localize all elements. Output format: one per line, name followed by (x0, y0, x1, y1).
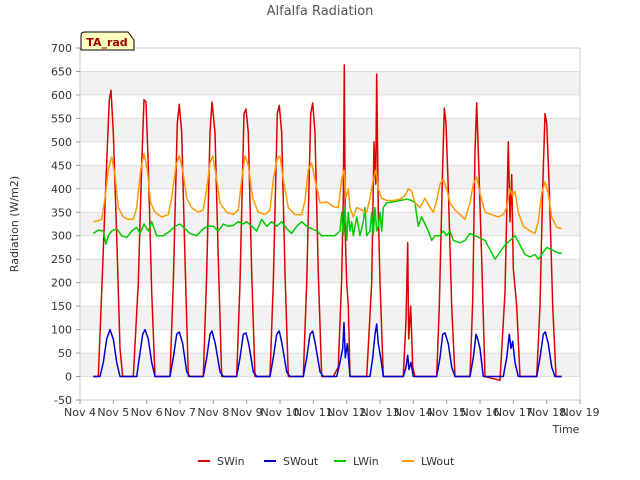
badge-label: TA_rad (86, 36, 127, 49)
x-tick-label: Nov 17 (494, 406, 533, 419)
legend-label-lwin: LWin (353, 455, 379, 468)
x-tick-label: Nov 6 (131, 406, 163, 419)
ta-rad-badge: TA_rad (80, 31, 135, 51)
y-axis: -50 0 50 100 150 200 250 300 350 400 450 500 550 600 6… (51, 42, 80, 407)
y-tick-label: 500 (51, 136, 72, 149)
y-tick-label: 250 (51, 253, 72, 266)
y-tick-label: 200 (51, 277, 72, 290)
y-tick-label: 400 (51, 183, 72, 196)
y-axis-label: Radiation (W/m2) (8, 176, 21, 272)
y-tick-label: 450 (51, 159, 72, 172)
plot-band (80, 306, 580, 330)
series-line-lwout (93, 152, 562, 235)
plot-band (80, 259, 580, 283)
y-tick-label: 600 (51, 89, 72, 102)
x-tick-label: Nov 11 (294, 406, 333, 419)
series-line-swout (93, 321, 562, 378)
series-lines (92, 64, 562, 382)
x-tick-label: Nov 13 (361, 406, 400, 419)
x-axis-label: Time (552, 423, 580, 436)
y-tick-label: 50 (58, 347, 72, 360)
legend-label-lwout: LWout (421, 455, 455, 468)
x-tick-label: Nov 4 (64, 406, 96, 419)
plot-band (80, 118, 580, 142)
x-tick-label: Nov 10 (261, 406, 300, 419)
series-line-lwin (92, 198, 562, 260)
y-tick-label: -50 (54, 394, 72, 407)
y-tick-label: 300 (51, 230, 72, 243)
x-tick-label: Nov 7 (164, 406, 196, 419)
y-tick-label: 150 (51, 300, 72, 313)
plot-band (80, 71, 580, 95)
plot-frame (79, 47, 581, 401)
y-tick-label: 350 (51, 206, 72, 219)
legend: SWin SWout LWin LWout (198, 455, 455, 468)
y-tick-label: 0 (65, 371, 72, 384)
legend-label-swout: SWout (283, 455, 319, 468)
x-tick-label: Nov 18 (527, 406, 566, 419)
x-tick-label: Nov 15 (427, 406, 466, 419)
y-tick-label: 550 (51, 112, 72, 125)
y-tick-label: 650 (51, 65, 72, 78)
x-tick-label: Nov 5 (97, 406, 129, 419)
x-tick-label: Nov 8 (197, 406, 229, 419)
x-tick-label: Nov 12 (327, 406, 366, 419)
x-tick-label: Nov 19 (561, 406, 600, 419)
plot-band (80, 212, 580, 236)
badge-shape (80, 31, 135, 51)
y-tick-label: 700 (51, 42, 72, 55)
x-tick-label: Nov 14 (394, 406, 433, 419)
plot-band (80, 165, 580, 189)
x-tick-label: Nov 16 (461, 406, 500, 419)
legend-label-swin: SWin (217, 455, 245, 468)
x-tick-label: Nov 9 (231, 406, 263, 419)
chart-title: Alfalfa Radiation (267, 4, 374, 19)
y-tick-label: 100 (51, 324, 72, 337)
plot-bands (80, 71, 580, 377)
